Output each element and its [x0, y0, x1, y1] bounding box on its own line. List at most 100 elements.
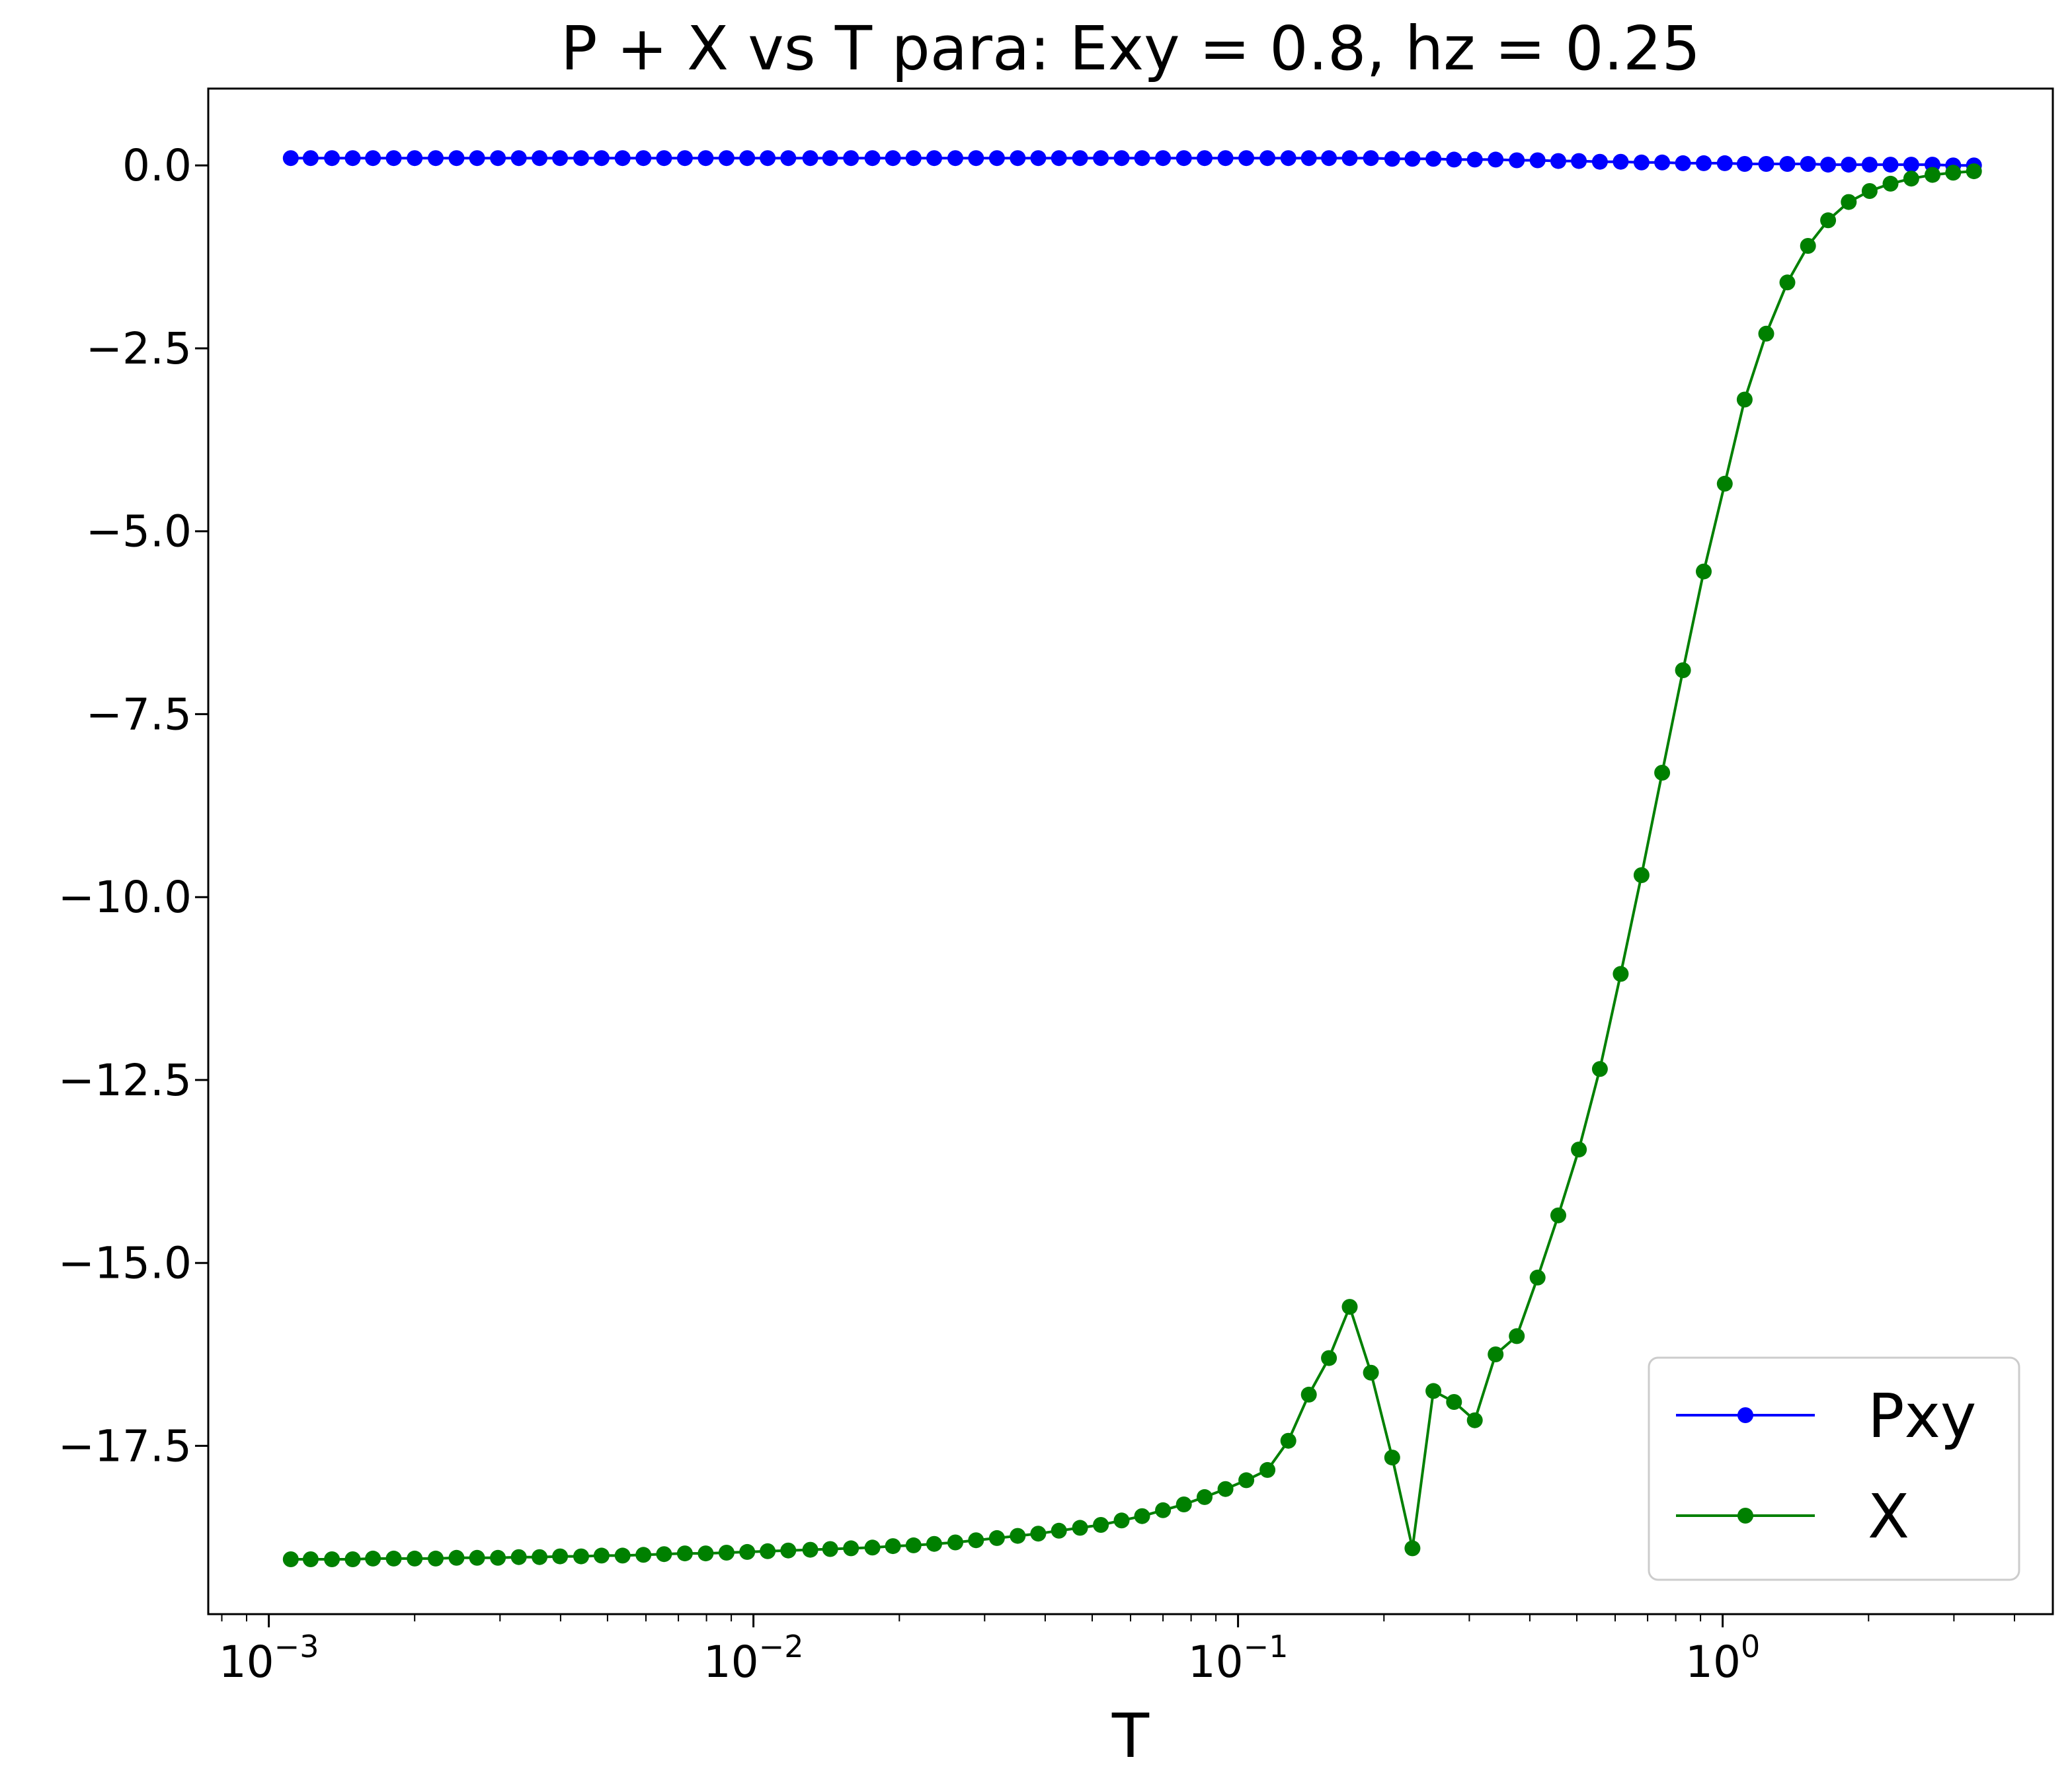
data-point-x	[1175, 1496, 1192, 1512]
data-point-pxy	[1654, 154, 1671, 171]
legend-marker-pxy	[1737, 1407, 1753, 1423]
data-point-pxy	[760, 150, 776, 167]
data-point-x	[697, 1545, 714, 1562]
data-point-x	[1675, 662, 1691, 678]
data-point-x	[864, 1539, 881, 1556]
data-point-x	[407, 1550, 423, 1567]
x-tick-label: 10−1	[1188, 1629, 1289, 1688]
data-point-pxy	[1134, 150, 1150, 167]
data-point-x	[1779, 274, 1796, 291]
data-point-x	[469, 1549, 485, 1566]
data-point-x	[635, 1547, 652, 1563]
data-point-x	[302, 1551, 319, 1567]
data-point-pxy	[324, 150, 340, 167]
data-point-pxy	[1591, 153, 1608, 170]
data-point-x	[1633, 867, 1650, 883]
data-point-x	[739, 1543, 756, 1560]
data-point-x	[968, 1532, 984, 1549]
data-point-pxy	[1903, 157, 1919, 173]
data-point-x	[1217, 1481, 1234, 1497]
data-point-x	[885, 1538, 901, 1555]
data-point-pxy	[822, 150, 838, 167]
series-line-x	[290, 170, 1974, 1561]
data-point-pxy	[1280, 150, 1296, 167]
data-point-pxy	[469, 150, 485, 167]
data-point-x	[1072, 1520, 1088, 1536]
data-point-pxy	[365, 150, 381, 167]
data-point-pxy	[802, 150, 818, 167]
data-point-pxy	[1820, 157, 1837, 173]
data-point-x	[448, 1549, 465, 1566]
data-point-pxy	[947, 150, 963, 167]
data-point-x	[1197, 1489, 1213, 1505]
data-point-pxy	[614, 150, 631, 167]
y-axis: 0.0 −2.5 −5.0 −7.5 −10.0 −12.5 −15.0 −17.5	[58, 140, 208, 1471]
data-point-x	[1925, 167, 1940, 183]
data-point-pxy	[1072, 150, 1088, 167]
data-point-x	[1466, 1412, 1483, 1428]
y-tick-label: −5.0	[86, 506, 192, 557]
data-point-x	[988, 1530, 1005, 1546]
data-point-x	[1841, 194, 1857, 210]
legend: Pxy X	[1648, 1356, 2020, 1581]
data-point-x	[1613, 966, 1629, 982]
data-point-x	[1758, 325, 1774, 342]
data-point-x	[614, 1547, 631, 1564]
data-point-pxy	[448, 150, 465, 167]
data-point-x	[1800, 238, 1816, 254]
data-point-pxy	[864, 150, 881, 167]
data-point-pxy	[1550, 153, 1566, 169]
data-point-pxy	[1051, 150, 1067, 167]
data-point-pxy	[302, 150, 319, 167]
data-point-x	[365, 1550, 381, 1567]
data-point-pxy	[1488, 151, 1504, 168]
data-point-x	[1425, 1383, 1442, 1399]
data-point-pxy	[1882, 157, 1899, 173]
data-point-pxy	[1404, 151, 1421, 167]
data-point-x	[1363, 1364, 1379, 1381]
data-point-x	[1903, 171, 1919, 187]
legend-label-pxy: Pxy	[1868, 1381, 1976, 1452]
data-point-x	[1550, 1207, 1566, 1223]
data-point-pxy	[676, 150, 693, 167]
data-point-x	[1238, 1472, 1255, 1489]
data-point-pxy	[1800, 156, 1816, 172]
data-point-x	[1488, 1346, 1504, 1362]
data-point-x	[1529, 1269, 1546, 1286]
data-point-x	[490, 1549, 506, 1566]
data-point-x	[1945, 165, 1962, 181]
data-point-pxy	[1300, 150, 1317, 167]
data-point-x	[1030, 1526, 1047, 1542]
series-layer	[282, 150, 1982, 1567]
data-point-pxy	[1238, 150, 1255, 167]
data-point-x	[947, 1534, 963, 1551]
data-point-x	[1134, 1508, 1150, 1524]
data-point-x	[1404, 1540, 1421, 1557]
data-point-x	[1654, 765, 1671, 781]
data-point-pxy	[282, 150, 299, 167]
data-point-pxy	[1363, 150, 1379, 167]
data-point-x	[1696, 563, 1712, 580]
y-tick-label: −15.0	[58, 1238, 192, 1289]
data-point-pxy	[1175, 150, 1192, 167]
data-point-pxy	[1571, 153, 1587, 169]
data-point-x	[780, 1542, 797, 1559]
data-point-pxy	[635, 150, 652, 167]
data-point-pxy	[1259, 150, 1276, 167]
data-point-x	[760, 1543, 776, 1559]
data-point-x	[1820, 212, 1837, 229]
data-point-pxy	[905, 150, 922, 167]
data-point-x	[1341, 1299, 1358, 1315]
legend-label-x: X	[1868, 1481, 1909, 1552]
data-point-pxy	[1779, 156, 1796, 172]
y-tick-label: −2.5	[86, 323, 192, 374]
data-point-x	[1093, 1517, 1109, 1533]
data-point-pxy	[988, 150, 1005, 167]
data-point-pxy	[1696, 155, 1712, 171]
data-point-x	[1010, 1528, 1026, 1544]
x-tick-label: 100	[1685, 1629, 1760, 1688]
data-point-pxy	[1197, 150, 1213, 167]
data-point-pxy	[1529, 152, 1546, 169]
data-point-pxy	[407, 150, 423, 167]
data-point-pxy	[490, 150, 506, 167]
